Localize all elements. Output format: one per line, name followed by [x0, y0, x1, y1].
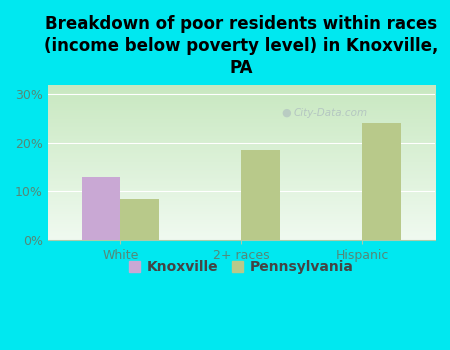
Text: City-Data.com: City-Data.com [293, 107, 368, 118]
Title: Breakdown of poor residents within races
(income below poverty level) in Knoxvil: Breakdown of poor residents within races… [44, 15, 439, 77]
Legend: Knoxville, Pennsylvania: Knoxville, Pennsylvania [123, 255, 360, 280]
Bar [362, 124, 401, 240]
Bar [120, 199, 159, 240]
Bar [241, 150, 280, 240]
Bar [81, 177, 120, 240]
Text: ●: ● [281, 107, 291, 118]
